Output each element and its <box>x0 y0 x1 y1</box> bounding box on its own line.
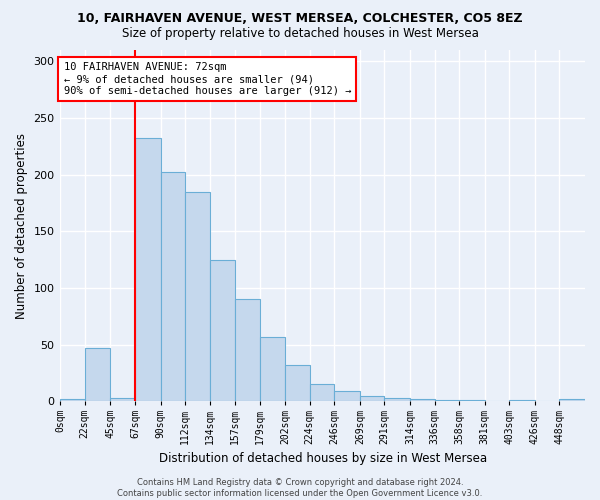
Bar <box>209 260 235 402</box>
Bar <box>285 365 310 402</box>
Bar <box>459 400 485 402</box>
Bar <box>310 384 334 402</box>
Bar <box>434 400 459 402</box>
Text: Contains HM Land Registry data © Crown copyright and database right 2024.
Contai: Contains HM Land Registry data © Crown c… <box>118 478 482 498</box>
Y-axis label: Number of detached properties: Number of detached properties <box>15 132 28 318</box>
Bar <box>110 398 135 402</box>
Bar <box>60 399 85 402</box>
X-axis label: Distribution of detached houses by size in West Mersea: Distribution of detached houses by size … <box>158 452 487 465</box>
Text: 10, FAIRHAVEN AVENUE, WEST MERSEA, COLCHESTER, CO5 8EZ: 10, FAIRHAVEN AVENUE, WEST MERSEA, COLCH… <box>77 12 523 26</box>
Bar <box>385 398 410 402</box>
Bar <box>360 396 385 402</box>
Bar <box>334 392 360 402</box>
Bar <box>509 400 535 402</box>
Bar <box>161 172 185 402</box>
Bar <box>559 399 585 402</box>
Bar <box>85 348 110 402</box>
Text: 10 FAIRHAVEN AVENUE: 72sqm
← 9% of detached houses are smaller (94)
90% of semi-: 10 FAIRHAVEN AVENUE: 72sqm ← 9% of detac… <box>64 62 351 96</box>
Bar <box>185 192 209 402</box>
Bar <box>410 399 434 402</box>
Bar <box>260 337 285 402</box>
Bar <box>235 300 260 402</box>
Text: Size of property relative to detached houses in West Mersea: Size of property relative to detached ho… <box>122 28 478 40</box>
Bar <box>135 138 161 402</box>
